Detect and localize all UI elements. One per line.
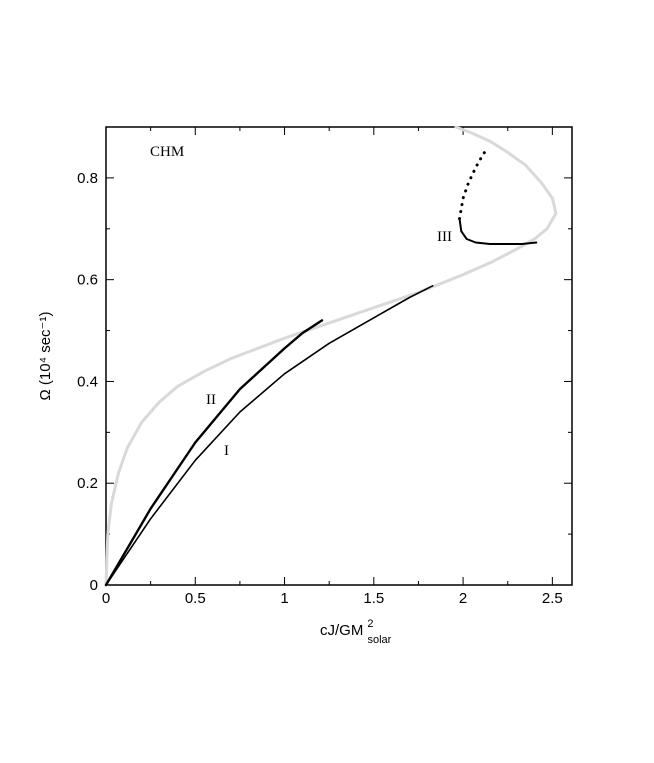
y-tick-label: 0.6: [77, 272, 98, 289]
series-line: [458, 145, 490, 221]
y-tick-label: 0.8: [77, 170, 98, 187]
x-label-sub: solar: [367, 634, 391, 646]
series-line: [104, 125, 558, 587]
y-tick-label: 0.2: [77, 475, 98, 492]
series-label: II: [206, 392, 216, 408]
y-tick-label: 0.4: [77, 373, 98, 390]
x-label-main: cJ/GM: [320, 622, 363, 639]
series-line: [104, 319, 324, 587]
x-tick-label: 0: [102, 590, 110, 607]
series-label: III: [437, 229, 452, 245]
x-tick-label: 2.5: [542, 590, 563, 607]
x-tick-label: 1: [280, 590, 288, 607]
series-label: I: [224, 443, 229, 459]
series-label: CHM: [150, 144, 184, 160]
series-line: [458, 217, 538, 245]
plot-frame: [105, 126, 573, 586]
y-tick-label: 0: [90, 577, 98, 594]
x-tick-label: 1.5: [363, 590, 384, 607]
x-axis-label: cJ/GM 2 solar: [320, 618, 392, 646]
series-line: [105, 285, 434, 586]
y-axis-label: Ω (10⁴ sec⁻¹): [37, 312, 54, 401]
x-tick-label: 2: [459, 590, 467, 607]
x-tick-label: 0.5: [185, 590, 206, 607]
x-label-sup: 2: [367, 618, 373, 630]
